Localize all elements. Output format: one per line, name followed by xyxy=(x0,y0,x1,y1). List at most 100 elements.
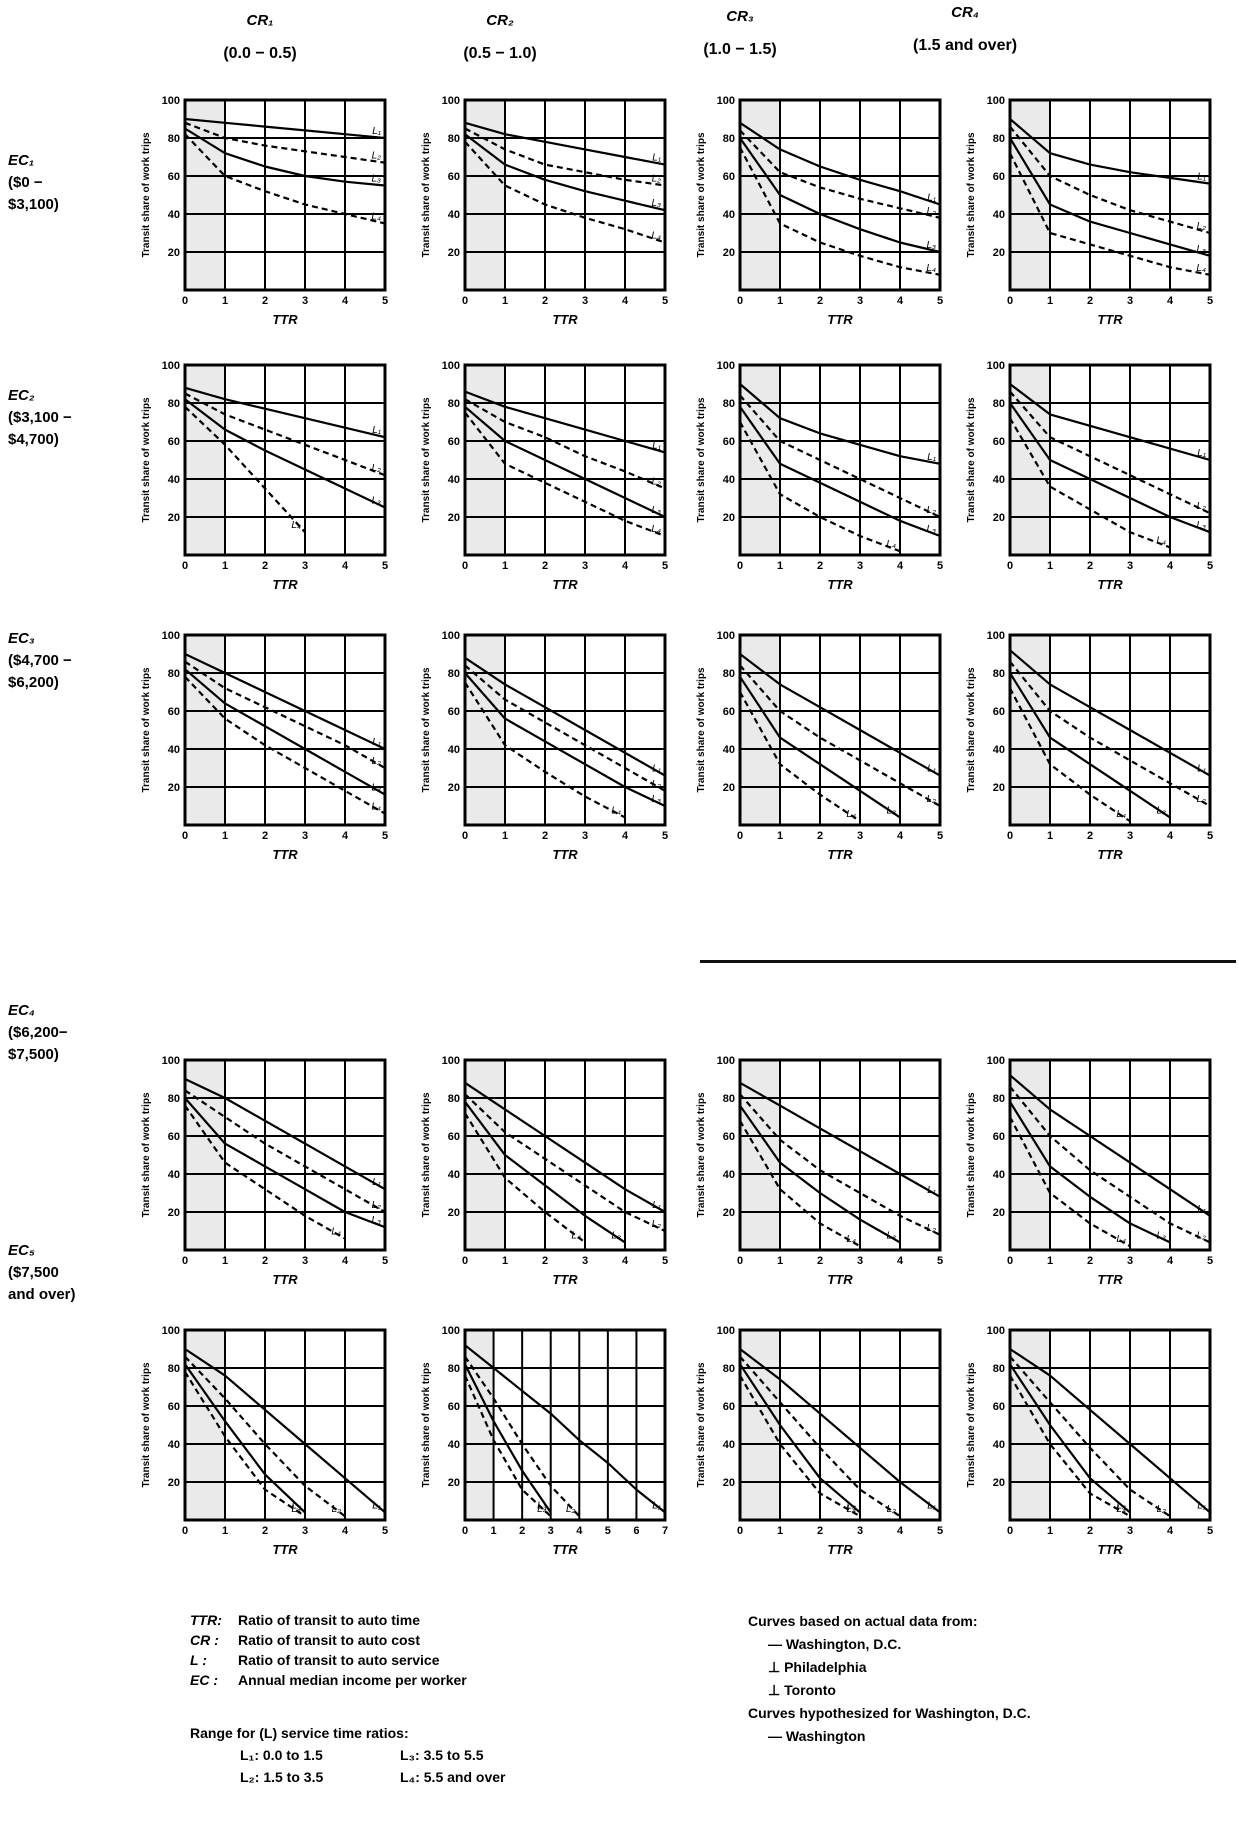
y-tick-label: 80 xyxy=(168,1363,180,1375)
y-tick-label: 100 xyxy=(987,630,1005,642)
y-tick-label: 80 xyxy=(448,1363,460,1375)
row-header-income: ($7,500 and over) xyxy=(8,1264,76,1303)
y-tick-label: 80 xyxy=(168,398,180,410)
x-tick-label: 1 xyxy=(502,295,508,307)
series-label: L₄ xyxy=(651,231,661,242)
x-tick-label: 2 xyxy=(542,830,548,842)
x-tick-label: 0 xyxy=(462,1255,468,1267)
x-tick-label: 2 xyxy=(817,1255,823,1267)
column-header-cr4: CR₄ (1.5 and over) xyxy=(890,4,1040,55)
stipple-band xyxy=(740,100,780,290)
x-tick-label: 4 xyxy=(622,560,629,572)
series-label: L₁ xyxy=(652,764,661,775)
series-label: L₁ xyxy=(1197,448,1206,459)
series-label: L₄ xyxy=(651,524,661,535)
series-line xyxy=(184,117,386,140)
y-tick-label: 40 xyxy=(168,744,180,756)
x-tick-label: 2 xyxy=(1087,295,1093,307)
y-tick-label: 100 xyxy=(162,630,180,642)
y-tick-label: 80 xyxy=(448,1093,460,1105)
x-tick-label: 1 xyxy=(1047,830,1053,842)
y-tick-label: 40 xyxy=(993,1439,1005,1451)
series-label: L₂ xyxy=(332,1504,342,1515)
y-tick-label: 20 xyxy=(723,1477,735,1489)
x-tick-label: 5 xyxy=(662,1255,668,1267)
x-tick-label: 1 xyxy=(777,295,783,307)
series-line xyxy=(184,653,386,750)
x-tick-label: 5 xyxy=(1207,560,1213,572)
y-tick-label: 40 xyxy=(448,1169,460,1181)
x-tick-label: 0 xyxy=(737,560,743,572)
series-line xyxy=(464,141,666,244)
x-tick-label: 3 xyxy=(302,560,308,572)
y-tick-label: 20 xyxy=(168,512,180,524)
column-header-range: (1.5 and over) xyxy=(912,37,1018,54)
y-tick-label: 100 xyxy=(442,1325,460,1337)
column-header-range: (1.0 − 1.5) xyxy=(703,41,777,58)
stipple-band xyxy=(185,635,225,825)
panel-frame xyxy=(1008,1058,1212,1252)
series-label: L₃ xyxy=(371,174,381,185)
y-tick-label: 80 xyxy=(993,133,1005,145)
x-tick-label: 4 xyxy=(1167,830,1174,842)
series-label: L₄ xyxy=(291,1504,301,1515)
x-axis-label: TTR xyxy=(552,1272,578,1287)
series-label: L₃ xyxy=(886,805,896,816)
y-tick-label: 80 xyxy=(723,1093,735,1105)
x-tick-label: 0 xyxy=(1007,1255,1013,1267)
series-line xyxy=(1009,1375,1131,1518)
series-label: L₄ xyxy=(1196,263,1206,274)
x-tick-label: 0 xyxy=(1007,560,1013,572)
series-label: L₂ xyxy=(927,505,937,516)
stipple-band xyxy=(1010,1330,1050,1520)
row-header-name: EC₃ xyxy=(8,630,35,647)
x-tick-label: 0 xyxy=(462,295,468,307)
x-tick-label: 1 xyxy=(502,1255,508,1267)
series-line xyxy=(1009,649,1211,777)
series-line xyxy=(739,1355,901,1518)
ranges-grid: L₁: 0.0 to 1.5 L₃: 3.5 to 5.5 L₂: 1.5 to… xyxy=(190,1744,560,1788)
y-axis-label: Transit share of work trips xyxy=(696,1092,707,1217)
series-label: L₁ xyxy=(372,1500,381,1511)
x-tick-label: 3 xyxy=(1127,1525,1133,1537)
series-label: L₂ xyxy=(372,1200,382,1211)
series-line xyxy=(464,1101,626,1244)
panel-frame xyxy=(183,1058,387,1252)
x-tick-label: 2 xyxy=(542,1255,548,1267)
series-line xyxy=(464,1344,666,1514)
x-axis-label: TTR xyxy=(272,847,298,862)
series-line xyxy=(464,405,666,518)
x-tick-label: 3 xyxy=(857,295,863,307)
y-tick-label: 80 xyxy=(993,1093,1005,1105)
city-item: — Washington xyxy=(768,1728,866,1744)
x-tick-label: 0 xyxy=(737,830,743,842)
x-tick-label: 2 xyxy=(262,1525,268,1537)
series-label: L₃ xyxy=(1196,520,1206,531)
y-axis-label: Transit share of work trips xyxy=(966,1362,977,1487)
y-tick-label: 40 xyxy=(723,744,735,756)
series-line xyxy=(1009,1085,1211,1244)
x-tick-label: 2 xyxy=(542,560,548,572)
y-axis-label: Transit share of work trips xyxy=(696,397,707,522)
x-tick-label: 3 xyxy=(857,560,863,572)
x-tick-label: 5 xyxy=(382,1525,388,1537)
series-line xyxy=(464,656,666,777)
series-line xyxy=(463,1375,552,1518)
x-tick-label: 5 xyxy=(1207,1255,1213,1267)
series-label: L₂ xyxy=(566,1504,576,1515)
y-tick-label: 20 xyxy=(448,247,460,259)
range-item: L₄: 5.5 and over xyxy=(400,1769,506,1785)
x-tick-label: 5 xyxy=(382,1255,388,1267)
series-line xyxy=(1009,152,1211,276)
y-tick-label: 80 xyxy=(993,1363,1005,1375)
y-tick-label: 20 xyxy=(993,1477,1005,1489)
series-label: L₁ xyxy=(927,452,936,463)
x-tick-label: 2 xyxy=(817,1525,823,1537)
row-header-ec4: EC₄ ($6,200− $7,500) xyxy=(8,1000,68,1066)
series-line xyxy=(1009,402,1211,534)
series-label: L₁ xyxy=(652,440,661,451)
city-item: — Washington, D.C. xyxy=(768,1636,902,1652)
ranges-title: Range for (L) service time ratios: xyxy=(190,1725,409,1741)
y-tick-label: 20 xyxy=(993,782,1005,794)
